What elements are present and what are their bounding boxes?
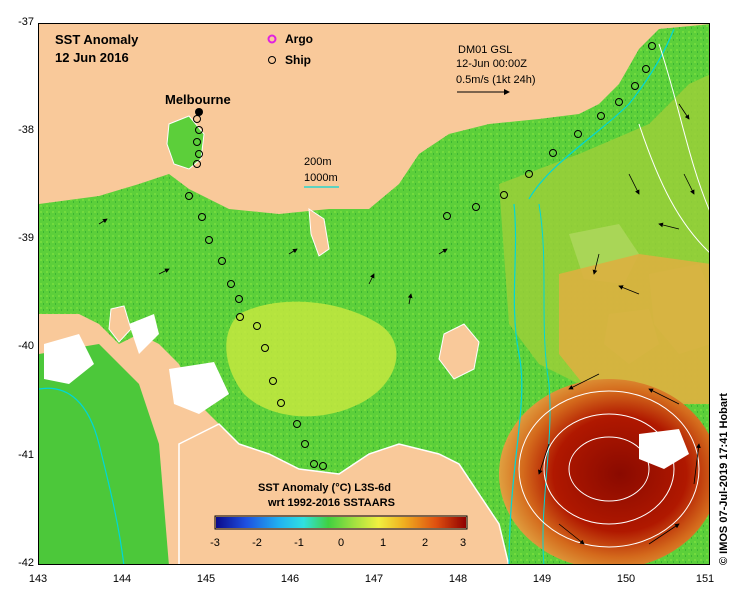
sst-map bbox=[39, 24, 709, 564]
x-tick: 143 bbox=[28, 573, 48, 585]
y-tick: -41 bbox=[18, 449, 34, 461]
x-tick: 150 bbox=[616, 573, 636, 585]
warm-core-eddy bbox=[499, 379, 709, 564]
y-tick: -39 bbox=[18, 232, 34, 244]
drifter-time: 12-Jun 00:00Z bbox=[456, 58, 527, 70]
map-area bbox=[38, 23, 710, 565]
credit-label: © IMOS 07-Jul-2019 17:41 Hobart bbox=[718, 393, 730, 565]
ship-track-points bbox=[185, 42, 656, 470]
y-tick: -40 bbox=[18, 340, 34, 352]
y-tick: -37 bbox=[18, 16, 34, 28]
melbourne-label: Melbourne bbox=[165, 92, 231, 107]
drifter-id: DM01 GSL bbox=[458, 44, 513, 56]
colorbar-title: SST Anomaly (°C) L3S-6d bbox=[258, 482, 391, 494]
colorbar-tick: -2 bbox=[252, 537, 262, 549]
port-phillip-bay bbox=[166, 115, 205, 170]
colorbar-subtitle: wrt 1992-2016 SSTAARS bbox=[268, 497, 395, 509]
colorbar-tick: 1 bbox=[379, 537, 387, 549]
map-title: SST Anomaly bbox=[55, 32, 139, 47]
x-tick: 144 bbox=[112, 573, 132, 585]
argo-marker-icon bbox=[267, 34, 277, 44]
y-tick: -38 bbox=[18, 124, 34, 136]
x-tick: 146 bbox=[280, 573, 300, 585]
legend-ship-label: Ship bbox=[285, 53, 311, 67]
current-vectors bbox=[98, 103, 701, 545]
y-tick: -42 bbox=[18, 557, 34, 569]
colorbar-tick: 0 bbox=[337, 537, 345, 549]
x-tick: 148 bbox=[448, 573, 468, 585]
colorbar-tick: 2 bbox=[421, 537, 429, 549]
flinders-island bbox=[438, 323, 480, 380]
colorbar-tick: 3 bbox=[459, 537, 467, 549]
king-island bbox=[108, 305, 132, 343]
ship-marker-icon bbox=[268, 56, 276, 64]
colorbar-gradient bbox=[216, 517, 466, 528]
depth-200-label: 200m bbox=[304, 156, 332, 168]
x-tick: 145 bbox=[196, 573, 216, 585]
depth-1000-label: 1000m bbox=[304, 172, 338, 184]
colorbar-tick: -3 bbox=[210, 537, 220, 549]
drifter-scale: 0.5m/s (1kt 24h) bbox=[456, 74, 536, 86]
colorbar bbox=[214, 515, 468, 530]
x-tick: 149 bbox=[532, 573, 552, 585]
x-tick: 151 bbox=[695, 573, 715, 585]
legend-argo-label: Argo bbox=[285, 32, 313, 46]
colorbar-tick: -1 bbox=[294, 537, 304, 549]
map-date: 12 Jun 2016 bbox=[55, 50, 129, 65]
x-tick: 147 bbox=[364, 573, 384, 585]
